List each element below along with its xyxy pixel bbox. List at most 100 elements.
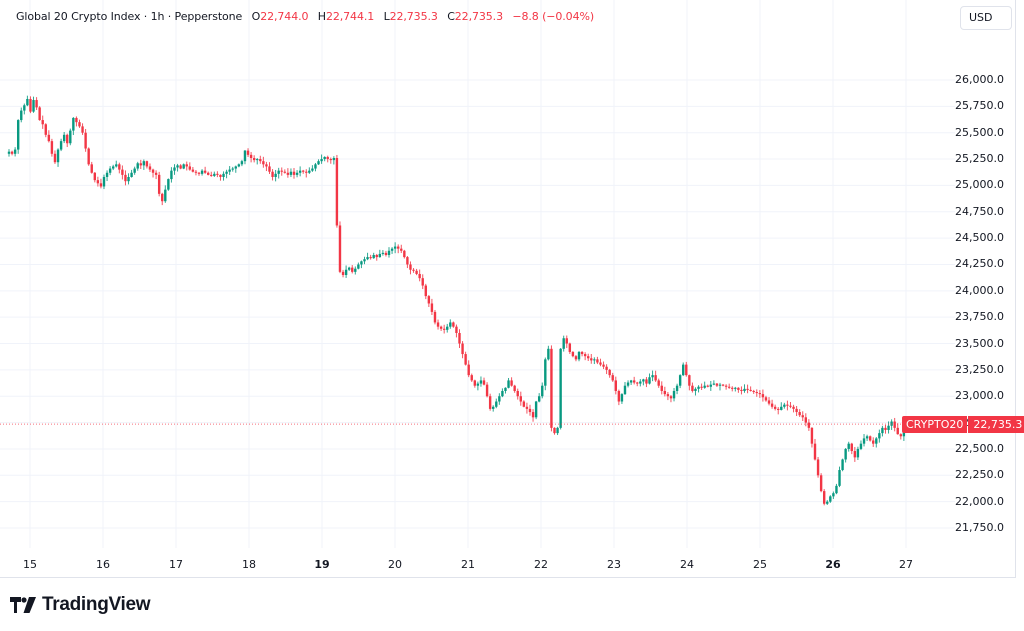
candle-body bbox=[495, 401, 498, 407]
candle-body bbox=[856, 448, 860, 458]
candle-body bbox=[715, 383, 719, 386]
candle-body bbox=[476, 383, 480, 386]
candle-body bbox=[341, 271, 345, 276]
candle-body bbox=[111, 166, 115, 169]
candle-body bbox=[133, 168, 136, 173]
candle-body bbox=[801, 415, 804, 418]
candle-body bbox=[813, 443, 817, 460]
candle-body bbox=[522, 401, 526, 407]
x-tick-label: 17 bbox=[169, 558, 183, 571]
candle-body bbox=[648, 377, 651, 384]
y-tick-label: 25,750.0 bbox=[955, 99, 1004, 113]
currency-button[interactable]: USD bbox=[960, 6, 1012, 30]
candle-body bbox=[286, 172, 290, 175]
candle-body bbox=[694, 388, 697, 391]
candle-body bbox=[449, 322, 452, 327]
candle-body bbox=[72, 117, 75, 131]
candle-body bbox=[130, 172, 133, 177]
candle-body bbox=[703, 385, 706, 388]
candle-body bbox=[865, 436, 869, 439]
tradingview-logo-icon bbox=[10, 597, 36, 613]
candle-body bbox=[534, 401, 538, 418]
candle-body bbox=[161, 193, 164, 202]
symbol-title[interactable]: Global 20 Crypto Index · 1h · Pepperston… bbox=[16, 10, 243, 23]
candle-body bbox=[780, 406, 783, 410]
candle-body bbox=[844, 448, 847, 460]
candle-body bbox=[525, 406, 529, 409]
candle-body bbox=[721, 384, 725, 386]
candle-body bbox=[718, 384, 722, 386]
candle-body bbox=[369, 257, 372, 259]
candle-body bbox=[240, 161, 244, 165]
candle-body bbox=[151, 169, 155, 173]
candle-body bbox=[660, 385, 663, 391]
candle-body bbox=[577, 351, 581, 360]
candle-body bbox=[366, 257, 369, 260]
candle-body bbox=[179, 165, 182, 169]
candle-body bbox=[700, 386, 703, 388]
x-tick-label: 20 bbox=[388, 558, 402, 571]
candle-body bbox=[387, 250, 391, 255]
candle-body bbox=[427, 296, 431, 304]
candle-body bbox=[75, 117, 78, 123]
candle-body bbox=[406, 257, 409, 265]
candle-body bbox=[305, 171, 308, 173]
candle-body bbox=[727, 386, 731, 388]
candle-body bbox=[832, 493, 835, 497]
candle-body bbox=[602, 364, 605, 367]
candle-body bbox=[893, 421, 896, 428]
candle-body bbox=[590, 358, 593, 361]
candle-body bbox=[142, 161, 146, 166]
candle-body bbox=[53, 153, 57, 163]
tradingview-logo[interactable]: TradingView bbox=[10, 594, 151, 616]
candle-body bbox=[415, 270, 418, 274]
candle-body bbox=[35, 100, 38, 108]
candle-body bbox=[565, 338, 568, 344]
candle-body bbox=[384, 252, 388, 255]
candle-body bbox=[550, 348, 553, 428]
candle-body bbox=[213, 173, 216, 176]
candle-body bbox=[7, 151, 11, 154]
candle-body bbox=[473, 380, 477, 386]
candle-body bbox=[308, 170, 311, 173]
candle-body bbox=[752, 390, 755, 393]
candle-body bbox=[400, 248, 403, 251]
candle-body bbox=[99, 183, 103, 187]
low-value: 22,735.3 bbox=[389, 10, 438, 23]
candle-body bbox=[743, 388, 746, 391]
chart-pane[interactable] bbox=[0, 0, 1016, 578]
candle-body bbox=[691, 385, 694, 391]
candle-body bbox=[896, 427, 899, 435]
candle-body bbox=[663, 390, 667, 395]
candle-body bbox=[66, 134, 69, 144]
change-value: −8.8 (−0.04%) bbox=[512, 10, 595, 23]
candle-body bbox=[311, 168, 314, 171]
candle-body bbox=[740, 389, 743, 391]
candle-body bbox=[498, 396, 501, 402]
y-tick-label: 21,750.0 bbox=[955, 521, 1004, 534]
y-tick-label: 25,000.0 bbox=[955, 178, 1004, 192]
x-tick-label: 24 bbox=[680, 558, 694, 571]
candle-body bbox=[274, 173, 277, 177]
candle-body bbox=[816, 459, 820, 476]
candle-body bbox=[822, 491, 826, 504]
candle-body bbox=[826, 501, 829, 504]
candle-body bbox=[829, 496, 832, 502]
candle-body bbox=[777, 408, 780, 410]
candle-body bbox=[13, 149, 17, 154]
candle-body bbox=[20, 110, 23, 121]
candlestick-plot[interactable] bbox=[0, 0, 1016, 578]
high-value: 22,744.1 bbox=[325, 10, 375, 23]
candle-body bbox=[734, 387, 737, 389]
candle-body bbox=[194, 171, 198, 173]
y-tick-label: 23,750.0 bbox=[955, 310, 1004, 324]
x-tick-label: 22 bbox=[534, 558, 548, 571]
candle-body bbox=[479, 380, 483, 384]
candle-body bbox=[556, 427, 559, 434]
candle-body bbox=[455, 326, 458, 333]
candle-body bbox=[737, 387, 740, 390]
candle-body bbox=[666, 394, 670, 397]
candle-body bbox=[351, 267, 354, 272]
x-tick-label: 16 bbox=[96, 558, 110, 571]
candle-body bbox=[850, 443, 853, 452]
